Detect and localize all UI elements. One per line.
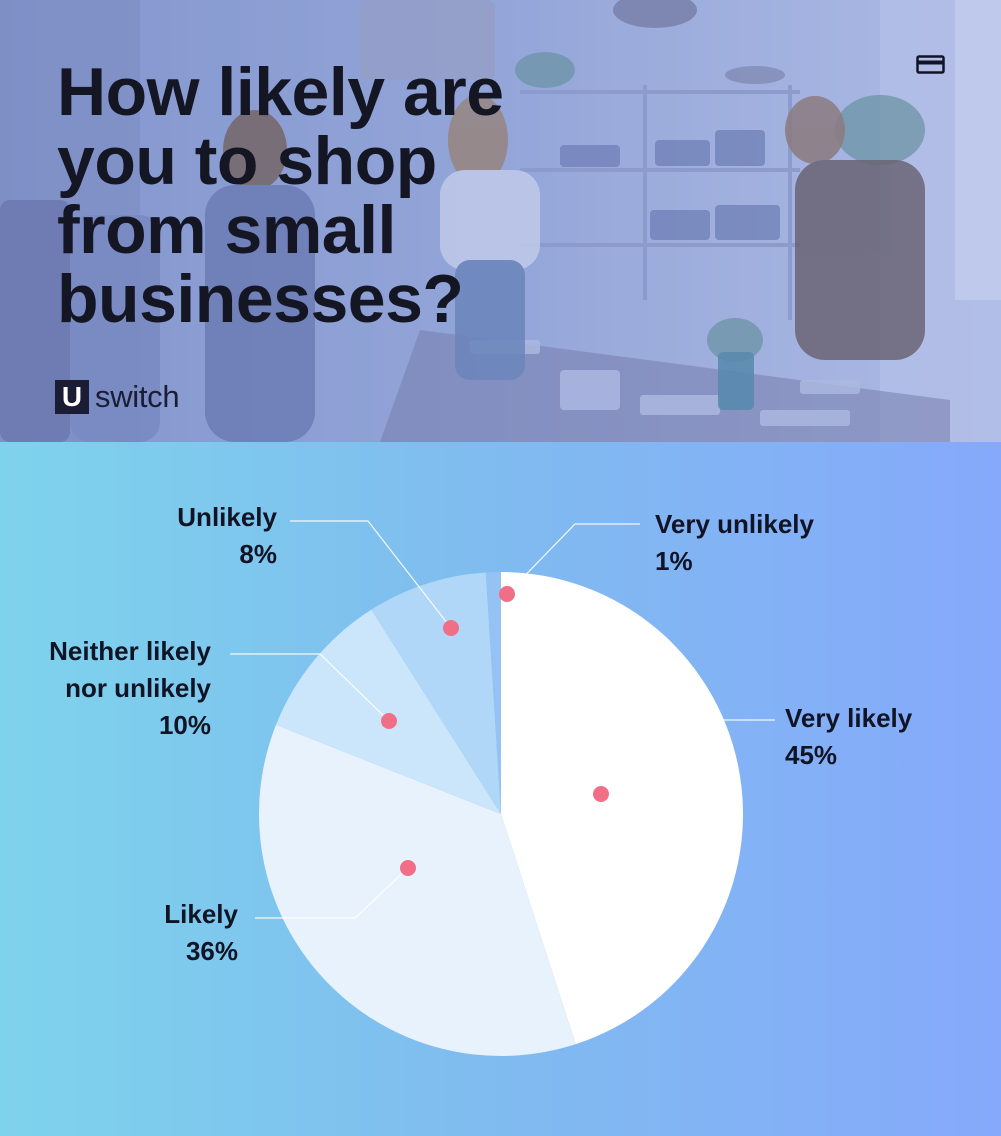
label-likely-name: Likely — [164, 899, 238, 929]
leader-line-very-unlikely — [506, 523, 640, 595]
marker-dot-neither-likely-nor-unlikely — [381, 713, 397, 729]
pie-chart — [230, 520, 775, 1056]
label-likely: Likely 36% — [164, 896, 238, 970]
pie-slice-likely — [258, 724, 576, 1056]
leader-line-very-likely — [600, 719, 775, 795]
credit-card-icon — [916, 55, 945, 74]
header-banner: How likely are you to shop from small bu… — [0, 0, 1001, 442]
pie-slice-neither-likely-nor-unlikely — [275, 609, 501, 814]
marker-dot-very-unlikely — [499, 586, 515, 602]
pie-slice-very-likely — [501, 572, 743, 1045]
logo-wordmark: switch — [95, 379, 180, 414]
pie-chart-area: Unlikely 8% Very unlikely 1% Neither lik… — [0, 442, 1001, 1136]
shop-interior-photo — [0, 0, 1001, 442]
marker-dot-likely — [400, 860, 416, 876]
leader-line-unlikely — [290, 520, 452, 629]
marker-dot-unlikely — [443, 620, 459, 636]
label-very-unlikely-value: 1% — [655, 546, 693, 576]
label-unlikely-name: Unlikely — [177, 502, 277, 532]
marker-dot-very-likely — [593, 786, 609, 802]
label-unlikely-value: 8% — [239, 539, 277, 569]
page-title: How likely are you to shop from small bu… — [57, 54, 504, 337]
label-neither-line2: nor unlikely — [65, 673, 211, 703]
logo-mark: U — [55, 380, 89, 414]
label-very-unlikely: Very unlikely 1% — [655, 506, 814, 580]
leader-line-neither-likely-nor-unlikely — [230, 653, 390, 722]
label-very-likely: Very likely 45% — [785, 700, 912, 774]
uswitch-logo: U switch — [55, 379, 180, 414]
leader-line-likely — [255, 867, 409, 919]
label-likely-value: 36% — [185, 936, 238, 966]
label-very-unlikely-name: Very unlikely — [655, 509, 814, 539]
label-unlikely: Unlikely 8% — [177, 499, 277, 573]
pie-slice-very-unlikely — [485, 572, 501, 814]
label-very-likely-name: Very likely — [785, 703, 913, 733]
pie-slice-unlikely — [371, 572, 501, 814]
label-very-likely-value: 45% — [785, 740, 838, 770]
label-neither: Neither likely nor unlikely 10% — [49, 633, 211, 744]
label-neither-value: 10% — [158, 710, 211, 740]
label-neither-line1: Neither likely — [49, 636, 211, 666]
